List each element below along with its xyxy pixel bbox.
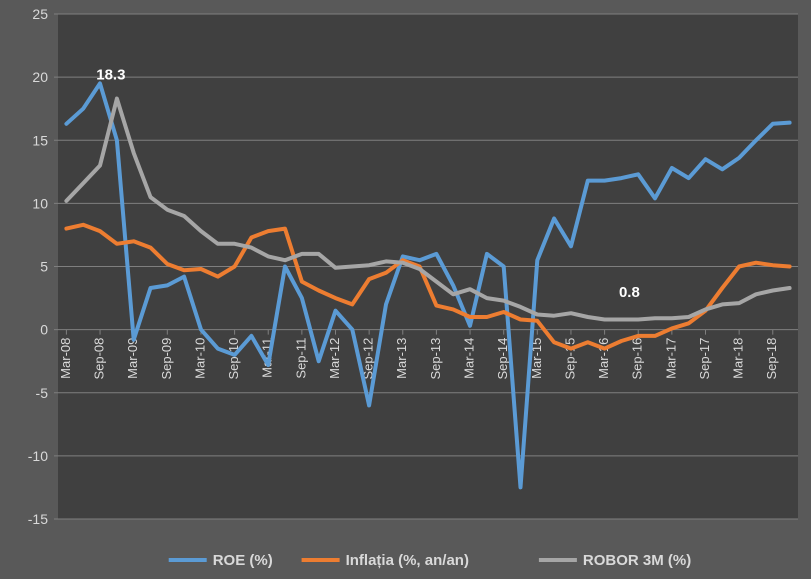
x-tick-label: Mar-17 — [663, 338, 678, 379]
x-tick-label-group: Sep-18 — [764, 338, 779, 380]
x-tick-label-group: Mar-16 — [596, 338, 611, 379]
x-tick-label-group: Sep-11 — [293, 338, 308, 379]
line-chart: -15 -10 -5 0 5 10 15 20 25 Mar-08 Sep-08 Mar-09 Sep-… — [0, 0, 811, 579]
x-tick-label-group: Sep-10 — [226, 338, 241, 380]
x-tick-label-group: Mar-13 — [394, 338, 409, 379]
x-tick-label: Mar-18 — [731, 338, 746, 379]
annotation-0: 18.3 — [96, 67, 125, 84]
y-tick-label: -5 — [36, 385, 49, 401]
x-tick-label: Sep-08 — [91, 338, 106, 380]
x-tick-label-group: Mar-14 — [461, 338, 476, 379]
x-tick-label-group: Sep-17 — [697, 338, 712, 380]
y-tick-label: 5 — [40, 259, 48, 275]
x-tick-label: Sep-15 — [562, 338, 577, 380]
x-tick-label-group: Sep-13 — [428, 338, 443, 380]
x-tick-label: Sep-13 — [428, 338, 443, 380]
x-tick-label-group: Mar-08 — [58, 338, 73, 379]
x-tick-label: Mar-09 — [125, 338, 140, 379]
y-tick-label: 25 — [32, 6, 48, 22]
x-tick-label-group: Sep-16 — [630, 338, 645, 380]
y-tick-label: 0 — [40, 322, 48, 338]
x-tick-label-group: Sep-09 — [159, 338, 174, 380]
x-tick-label: Mar-10 — [192, 338, 207, 379]
x-tick-label: Mar-16 — [596, 338, 611, 379]
y-tick-label: -15 — [28, 511, 48, 527]
legend-label-2: ROBOR 3M (%) — [583, 552, 691, 569]
x-tick-label: Sep-10 — [226, 338, 241, 380]
y-tick-label: 10 — [32, 195, 48, 211]
x-tick-label-group: Sep-15 — [562, 338, 577, 380]
x-tick-label-group: Mar-18 — [731, 338, 746, 379]
chart-svg: -15 -10 -5 0 5 10 15 20 25 Mar-08 Sep-08 Mar-09 Sep-… — [0, 0, 811, 579]
x-tick-label-group: Sep-08 — [91, 338, 106, 380]
legend-label-0: ROE (%) — [213, 552, 273, 569]
x-tick-label: Sep-11 — [293, 338, 308, 379]
y-tick-label: 15 — [32, 132, 48, 148]
x-tick-label: Mar-08 — [58, 338, 73, 379]
x-tick-label: Sep-18 — [764, 338, 779, 380]
x-tick-label: Sep-17 — [697, 338, 712, 380]
x-tick-label-group: Mar-09 — [125, 338, 140, 379]
legend-label-1: Inflația (%, an/an) — [346, 552, 469, 569]
x-tick-label: Sep-09 — [159, 338, 174, 380]
x-tick-label-group: Mar-12 — [327, 338, 342, 379]
x-tick-label: Mar-13 — [394, 338, 409, 379]
annotation-1: 0.8 — [619, 284, 640, 301]
x-tick-label: Mar-12 — [327, 338, 342, 379]
x-tick-label: Mar-14 — [461, 338, 476, 379]
x-tick-label: Sep-16 — [630, 338, 645, 380]
x-tick-label-group: Mar-17 — [663, 338, 678, 379]
y-tick-label: 20 — [32, 69, 48, 85]
x-tick-label-group: Mar-10 — [192, 338, 207, 379]
y-tick-label: -10 — [28, 448, 48, 464]
